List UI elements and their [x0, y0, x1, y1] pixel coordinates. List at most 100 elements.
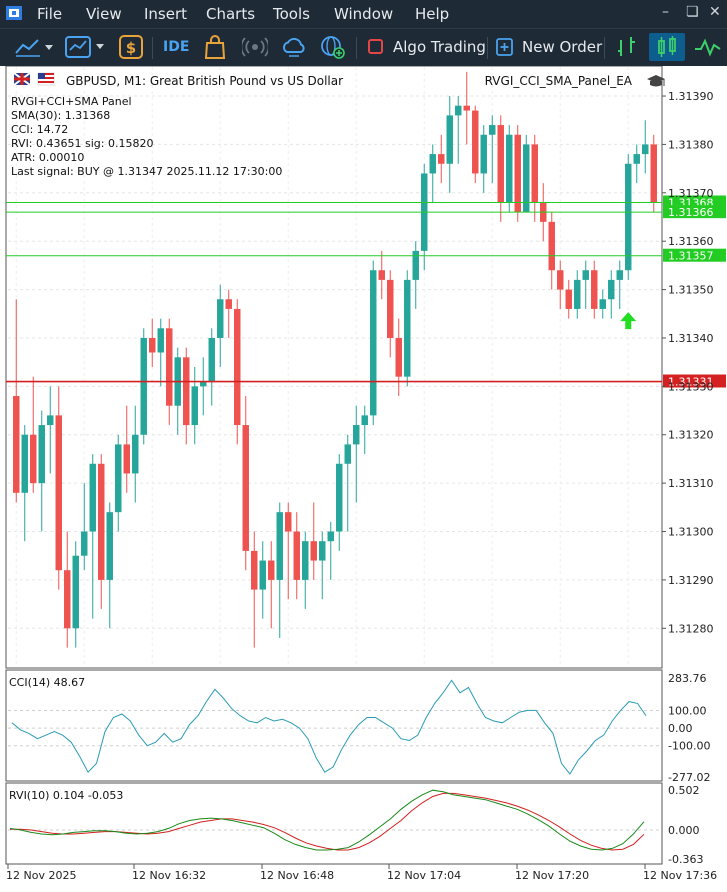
algo-trading-icon: [368, 39, 383, 54]
candles-tool-icon[interactable]: [649, 33, 685, 61]
candle-body: [344, 444, 351, 464]
rvi-axis-label: -0.363: [668, 853, 703, 866]
menu-help[interactable]: Help: [415, 5, 450, 23]
algo-trading-button[interactable]: Algo Trading: [367, 33, 486, 61]
candle-body: [574, 279, 581, 309]
candle-body: [47, 415, 54, 426]
candle-body: [480, 134, 487, 174]
candle-body: [497, 125, 504, 203]
candle-body: [132, 434, 139, 474]
symbol-title: GBPUSD, M1: Great British Pound vs US Do…: [66, 74, 343, 88]
price-label: 1.31370: [668, 187, 714, 200]
platform-logo-icon: [6, 6, 22, 20]
candle-body: [557, 270, 564, 290]
cci-axis-label: -100.00: [668, 740, 710, 753]
new-order-button[interactable]: New Order: [495, 33, 602, 61]
cci-axis-label: -277.02: [668, 771, 710, 784]
candle-body: [599, 299, 606, 309]
bars-tool-icon[interactable]: [615, 33, 639, 61]
pulse-icon[interactable]: [694, 33, 722, 61]
minimize-icon[interactable]: –: [662, 4, 669, 20]
rvi-axis-label: 0.000: [668, 824, 700, 837]
ide-icon[interactable]: IDE: [163, 39, 190, 55]
chart-template-icon[interactable]: [64, 33, 110, 61]
candle-body: [548, 221, 555, 271]
buy-arrow-shape: [620, 312, 637, 330]
panel-line-sma: SMA(30): 1.31368: [11, 109, 110, 122]
candle-body: [157, 328, 164, 353]
candle-body: [489, 125, 496, 135]
candle-body: [446, 115, 453, 164]
chart-header: GBPUSD, M1: Great British Pound vs US Do…: [13, 72, 665, 88]
signals-icon[interactable]: [242, 33, 268, 61]
candle-body: [302, 541, 309, 580]
candle-body: [591, 270, 598, 309]
menu-window[interactable]: Window: [334, 5, 394, 23]
panel-line-rvi: RVI: 0.43651 sig: 0.15820: [11, 137, 153, 150]
main-panel-frame: [5, 65, 663, 669]
menu-insert[interactable]: Insert: [144, 5, 188, 23]
candle-body: [642, 144, 649, 155]
candle-body: [13, 396, 20, 493]
panel-line-title: RVGI+CCI+SMA Panel: [11, 95, 132, 108]
market-bag-icon[interactable]: [203, 33, 227, 61]
time-axis: 12 Nov 2025 12 Nov 16:32 12 Nov 16:48 12 No…: [6, 864, 717, 882]
main-grid: [5, 65, 663, 865]
candle-body: [455, 105, 462, 116]
candle-body: [98, 463, 105, 580]
price-level-tag: [663, 248, 726, 262]
rvi-axis-label: 0.502: [668, 784, 700, 797]
globe-plus-icon[interactable]: [319, 33, 347, 61]
restore-icon[interactable]: ❏: [686, 4, 699, 20]
candle-body: [310, 541, 317, 561]
candle-body: [251, 550, 258, 590]
time-label: 12 Nov 17:36: [643, 869, 717, 882]
dollar-icon[interactable]: $: [118, 33, 144, 61]
candle-body: [395, 337, 402, 377]
menu-charts[interactable]: Charts: [206, 5, 256, 23]
candle-body: [242, 425, 249, 551]
candle-body: [208, 337, 215, 382]
candle-body: [531, 144, 538, 203]
rvi-panel: 0.502 0.000 -0.363: [8, 784, 703, 866]
cci-title: CCI(14) 48.67: [9, 676, 85, 689]
flag-us-icon: [37, 72, 55, 86]
candle-body: [412, 250, 419, 280]
candle-body: [438, 154, 445, 164]
time-label: 12 Nov 16:48: [260, 869, 334, 882]
panel-line-last-signal: Last signal: BUY @ 1.31347 2025.11.12 17…: [11, 165, 282, 178]
cci-panel: 283.76 100.00 0.00 -100.00 -277.02: [8, 672, 710, 784]
candle-body: [523, 144, 530, 213]
candle-body: [64, 570, 71, 629]
candle-body: [387, 279, 394, 338]
menu-tools[interactable]: Tools: [273, 5, 310, 23]
candle-body: [259, 560, 266, 590]
candle-body: [149, 337, 156, 353]
candle-body: [633, 154, 640, 164]
candle-body: [21, 434, 28, 493]
menu-view[interactable]: View: [86, 5, 122, 23]
cloud-icon[interactable]: [281, 33, 307, 61]
candle-body: [565, 289, 572, 309]
cci-panel-frame: [5, 669, 663, 782]
line-chart-icon[interactable]: [14, 33, 56, 61]
svg-text:$: $: [126, 39, 136, 57]
time-label: 12 Nov 2025: [6, 869, 76, 882]
chart-window[interactable]: 1.31368 1.31366 1.31357 1.31331 1.31390 1.31…: [0, 65, 727, 888]
menu-file[interactable]: File: [37, 5, 63, 23]
price-label: 1.31330: [668, 380, 714, 393]
candle-body: [608, 279, 615, 300]
time-label: 12 Nov 16:32: [132, 869, 206, 882]
candle-body: [191, 386, 198, 426]
candle-body: [404, 279, 411, 377]
candle-body: [370, 270, 377, 416]
candle-body: [89, 463, 96, 532]
price-label: 1.31380: [668, 138, 714, 151]
time-label: 12 Nov 17:20: [515, 869, 589, 882]
price-label: 1.31310: [668, 477, 714, 490]
ea-name: RVGI_CCI_SMA_Panel_EA: [485, 74, 633, 88]
rvi-title: RVI(10) 0.104 -0.053: [9, 789, 123, 802]
close-icon[interactable]: ✕: [709, 4, 721, 20]
candle-body: [378, 270, 385, 280]
